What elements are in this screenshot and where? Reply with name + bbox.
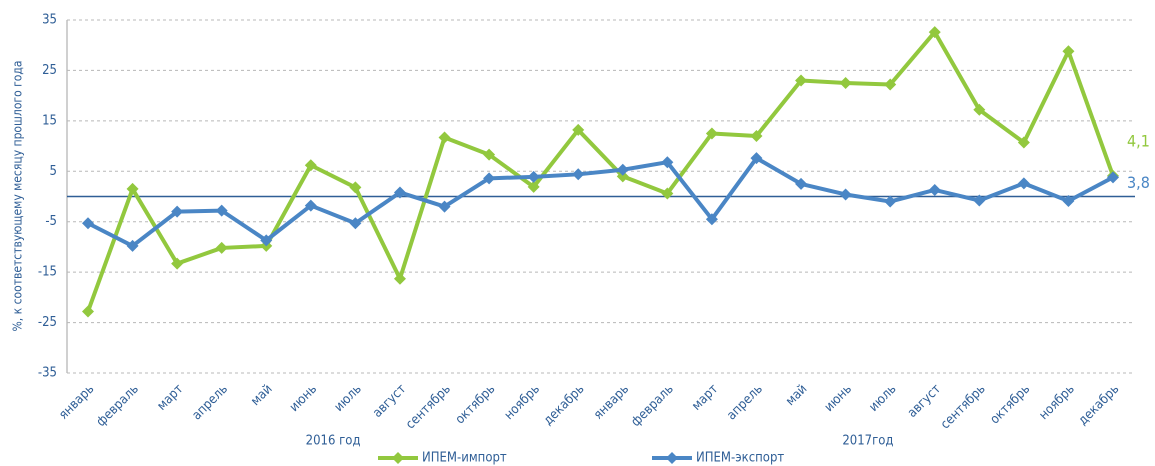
y-axis-label: %, к соответствующему месяцу прошлого го…	[11, 61, 25, 332]
point	[1107, 171, 1119, 184]
y-tick-label: 5	[50, 164, 57, 179]
point	[171, 257, 184, 270]
point	[126, 182, 139, 195]
point	[82, 217, 94, 230]
series-line	[87, 156, 1114, 248]
legend-label: ИПЕМ-экспорт	[696, 451, 784, 466]
x-group-label: 2017год	[842, 434, 893, 449]
point	[928, 26, 941, 39]
value-label: 4,1	[1127, 131, 1150, 150]
point	[884, 78, 897, 91]
point	[527, 180, 540, 193]
point	[616, 163, 629, 176]
point	[572, 123, 585, 136]
legend-marker	[392, 452, 404, 464]
x-tick-label: август	[370, 382, 409, 421]
point	[483, 172, 496, 185]
point	[304, 199, 317, 212]
x-tick-label: ноябрь	[502, 382, 543, 423]
point	[795, 177, 808, 190]
point	[928, 183, 941, 196]
x-tick-label: ноябрь	[1036, 382, 1077, 423]
x-tick-label: сентябрь	[403, 382, 454, 433]
x-tick-label: февраль	[629, 382, 677, 430]
x-tick-label: сентябрь	[938, 382, 989, 433]
point	[126, 239, 139, 252]
point	[438, 131, 451, 144]
point	[750, 129, 763, 142]
point	[527, 170, 540, 183]
y-tick-label: 25	[42, 63, 57, 78]
x-tick-label: декабрь	[1076, 382, 1123, 429]
point	[1017, 136, 1030, 149]
x-tick-label: январь	[591, 382, 632, 423]
y-tick-label: -35	[38, 366, 57, 381]
point	[1062, 195, 1075, 208]
point	[393, 272, 406, 285]
point	[839, 188, 852, 201]
x-tick-label: октябрь	[987, 382, 1033, 428]
y-tick-label: 35	[42, 13, 57, 28]
x-tick-label: апрель	[724, 382, 766, 424]
series-line	[86, 30, 1115, 313]
point	[304, 159, 317, 172]
point	[260, 234, 273, 247]
x-tick-label: март	[689, 382, 721, 414]
point	[215, 204, 228, 217]
x-tick-label: октябрь	[453, 382, 499, 428]
x-tick-label: январь	[56, 382, 97, 423]
point	[750, 152, 763, 165]
point	[215, 241, 228, 254]
point	[349, 181, 362, 194]
point	[839, 77, 852, 90]
point	[661, 156, 674, 169]
y-tick-label: -5	[45, 214, 57, 229]
y-tick-label: 15	[42, 113, 57, 128]
x-tick-label: июнь	[287, 382, 320, 415]
point	[973, 103, 986, 116]
point	[616, 170, 629, 183]
x-tick-label: июль	[866, 382, 899, 415]
x-tick-label: декабрь	[541, 382, 588, 429]
x-tick-label: май	[783, 382, 810, 409]
point	[438, 200, 451, 213]
legend-marker	[666, 452, 678, 464]
x-tick-label: май	[248, 382, 275, 409]
x-tick-label: март	[154, 382, 186, 414]
point	[705, 127, 718, 140]
point	[705, 213, 718, 226]
x-tick-label: февраль	[94, 382, 142, 430]
point	[483, 148, 496, 161]
y-tick-label: -15	[38, 265, 57, 280]
x-group-label: 2016 год	[306, 434, 361, 449]
legend-label: ИПЕМ-импорт	[422, 451, 507, 466]
point	[1017, 177, 1030, 190]
point	[1062, 45, 1075, 58]
y-tick-label: -25	[38, 315, 57, 330]
point	[82, 305, 94, 318]
value-label: 3,8	[1127, 173, 1150, 192]
x-tick-label: июль	[332, 382, 365, 415]
point	[973, 194, 986, 207]
point	[171, 205, 184, 218]
point	[795, 74, 808, 87]
point	[349, 217, 362, 230]
point	[572, 168, 585, 181]
point	[884, 195, 897, 208]
point	[661, 187, 674, 200]
x-tick-label: апрель	[189, 382, 231, 424]
point	[393, 186, 406, 199]
x-tick-label: июнь	[822, 382, 855, 415]
x-tick-label: август	[905, 382, 944, 421]
